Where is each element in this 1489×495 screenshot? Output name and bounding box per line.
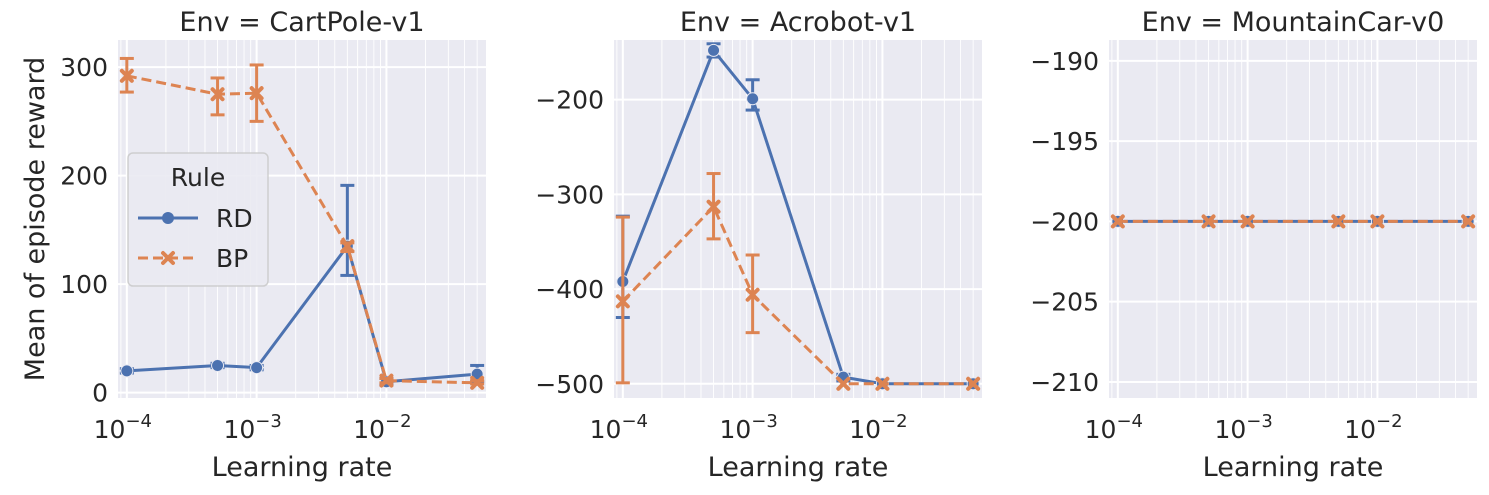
x-tick-label: 10−3 <box>223 411 281 444</box>
x-tick-label: 10−3 <box>719 411 777 444</box>
y-tick-label: −400 <box>535 275 604 304</box>
x-tick-exponent: −3 <box>1246 411 1273 432</box>
y-tick-label: 200 <box>60 162 108 191</box>
data-point-BP <box>615 294 630 309</box>
data-point-RD <box>707 43 721 57</box>
data-point-BP <box>875 376 890 391</box>
legend-label-BP: BP <box>216 244 248 273</box>
chart-title: Env = CartPole-v1 <box>179 7 424 38</box>
x-tick-base: 10 <box>590 415 622 444</box>
x-tick-exponent: −4 <box>1116 411 1143 432</box>
data-point-BP <box>249 86 264 101</box>
y-tick-label: −300 <box>535 180 604 209</box>
x-tick-base: 10 <box>223 415 255 444</box>
data-point-BP <box>1370 214 1385 229</box>
x-tick-exponent: −3 <box>255 411 282 432</box>
x-tick-exponent: −2 <box>1376 411 1403 432</box>
x-tick-exponent: −4 <box>125 411 152 432</box>
chart-title: Env = MountainCar-v0 <box>1142 7 1445 38</box>
x-tick-exponent: −2 <box>881 411 908 432</box>
x-tick-label: 10−3 <box>1214 411 1272 444</box>
plot-area <box>1109 40 1477 398</box>
x-axis-label: Learning rate <box>212 452 393 483</box>
plot-area <box>614 40 982 398</box>
x-tick-label: 10−4 <box>590 411 648 444</box>
data-point-RD <box>746 92 760 106</box>
data-point-BP <box>1240 214 1255 229</box>
series-BP <box>119 56 485 390</box>
x-tick-label: 10−4 <box>94 411 152 444</box>
data-point-BP <box>119 68 134 83</box>
data-point-BP <box>966 376 981 391</box>
y-axis-label: Mean of episode reward <box>20 57 51 381</box>
data-point-BP <box>1110 214 1125 229</box>
x-tick-label: 10−2 <box>849 411 907 444</box>
y-tick-label: −205 <box>1030 288 1099 317</box>
x-tick-label: 10−2 <box>353 411 411 444</box>
y-tick-label: 0 <box>92 379 108 408</box>
y-tick-label: −200 <box>535 86 604 115</box>
data-point-BP <box>210 87 225 102</box>
legend-label-RD: RD <box>216 204 253 233</box>
legend: Rule RD BP <box>127 152 269 287</box>
x-tick-base: 10 <box>719 415 751 444</box>
x-axis-label: Learning rate <box>708 452 889 483</box>
y-tick-label: −210 <box>1030 368 1099 397</box>
data-point-BP <box>706 199 721 214</box>
data-point-BP <box>1201 214 1216 229</box>
data-point-BP <box>340 239 355 254</box>
y-tick-label: −195 <box>1030 127 1099 156</box>
data-point-RD <box>120 364 134 378</box>
series-line-RD <box>126 242 478 384</box>
y-tick-label: 300 <box>60 53 108 82</box>
data-point-RD <box>211 358 225 372</box>
x-tick-base: 10 <box>1214 415 1246 444</box>
x-tick-label: 10−2 <box>1344 411 1402 444</box>
x-tick-exponent: −4 <box>621 411 648 432</box>
x-tick-base: 10 <box>1344 415 1376 444</box>
legend-marker-BP <box>161 251 175 265</box>
x-axis-label: Learning rate <box>1203 452 1384 483</box>
x-tick-base: 10 <box>849 415 881 444</box>
x-tick-base: 10 <box>353 415 385 444</box>
chart-panel-3: Env = MountainCar-v0−210−205−200−195−190… <box>1030 7 1477 483</box>
series-BP <box>1110 214 1476 229</box>
x-tick-base: 10 <box>94 415 126 444</box>
y-tick-label: −500 <box>535 370 604 399</box>
x-tick-exponent: −2 <box>385 411 412 432</box>
y-tick-label: −200 <box>1030 207 1099 236</box>
data-point-BP <box>1461 214 1476 229</box>
data-point-BP <box>470 375 485 390</box>
x-tick-exponent: −3 <box>751 411 778 432</box>
data-point-RD <box>250 361 264 375</box>
data-point-BP <box>1331 214 1346 229</box>
series-line-BP <box>621 204 974 386</box>
data-point-BP <box>745 287 760 302</box>
legend-title: Rule <box>171 163 225 192</box>
series-BP <box>615 172 981 391</box>
y-tick-label: 100 <box>60 270 108 299</box>
x-tick-base: 10 <box>1085 415 1117 444</box>
y-tick-label: −190 <box>1030 47 1099 76</box>
legend-marker-RD <box>162 212 174 224</box>
series-line-BP <box>126 74 478 385</box>
chart-title: Env = Acrobot-v1 <box>680 7 916 38</box>
x-tick-label: 10−4 <box>1085 411 1143 444</box>
data-point-BP <box>379 373 394 388</box>
data-point-BP <box>836 376 851 391</box>
